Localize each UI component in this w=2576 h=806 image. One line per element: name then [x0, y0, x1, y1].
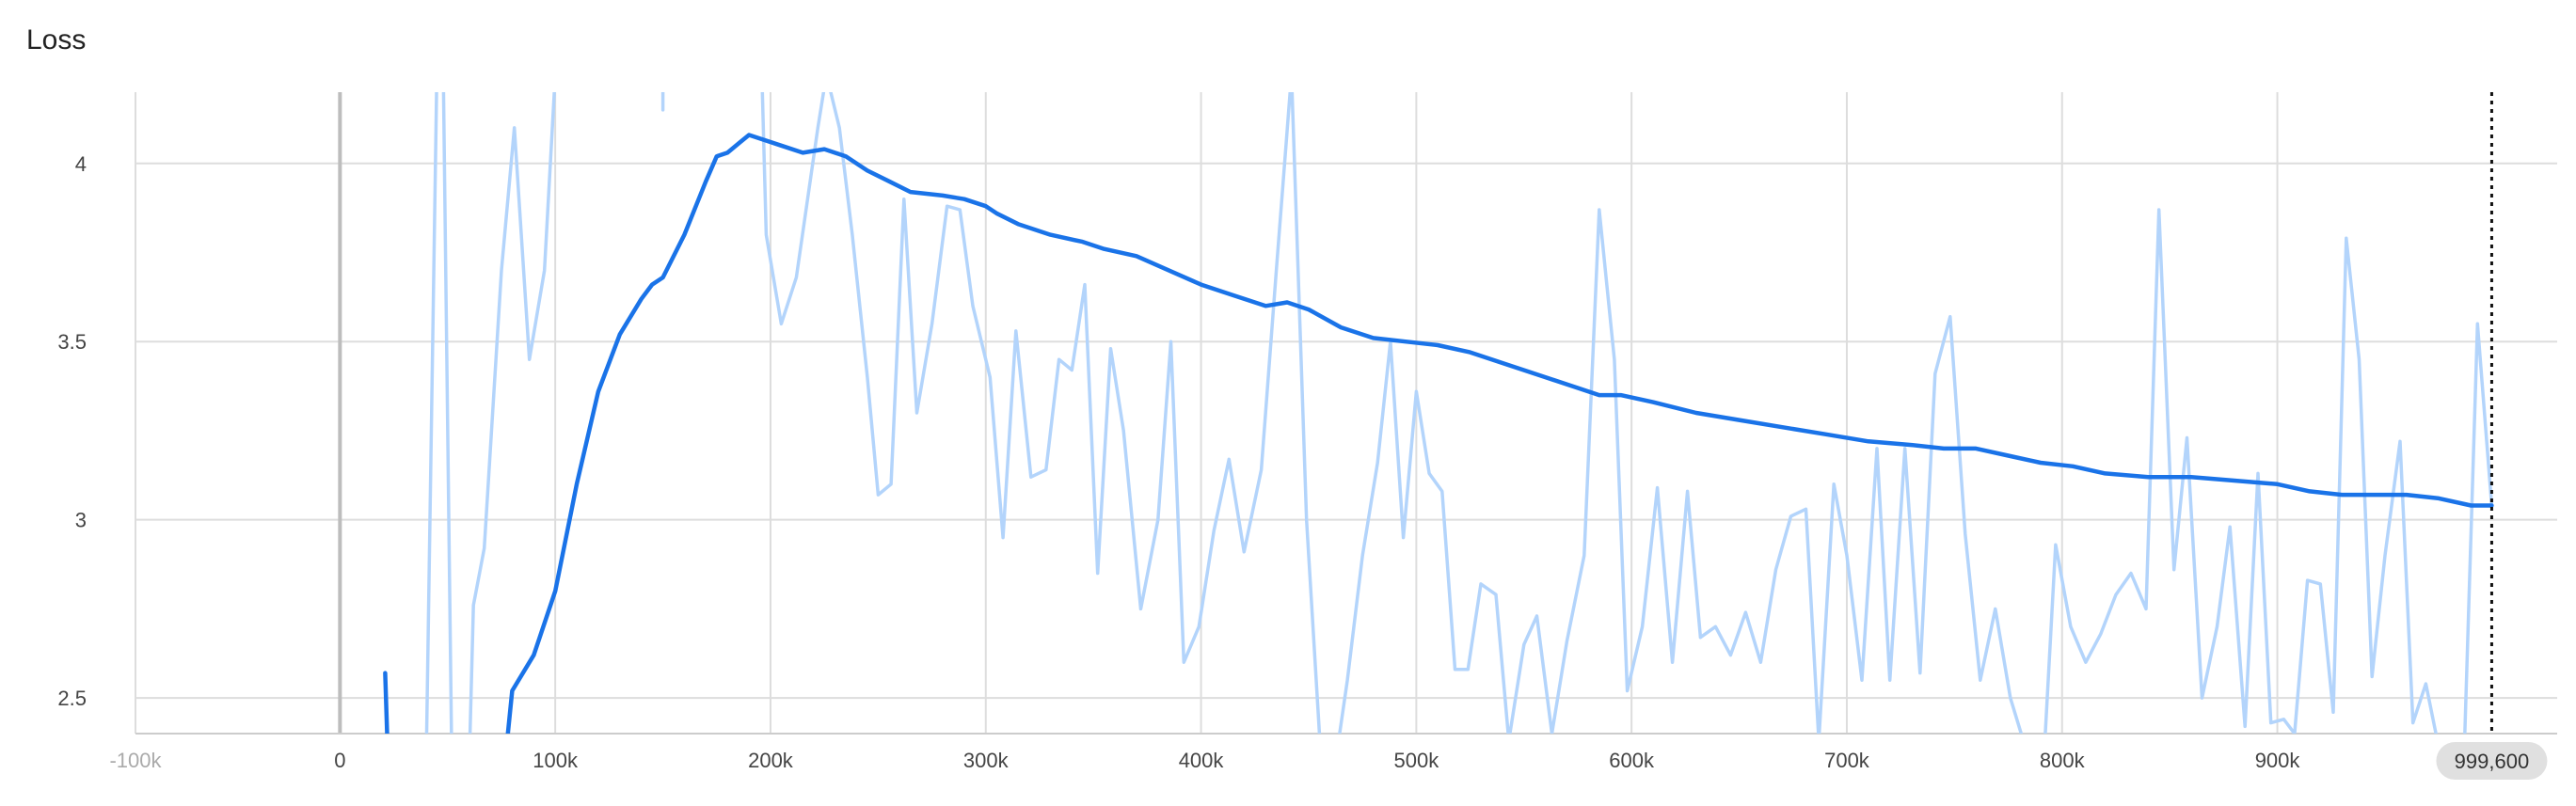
cursor-badge-label: 999,600 [2455, 750, 2530, 773]
x-tick-label-600k: 600k [1609, 749, 1655, 772]
smoothed-series-start [383, 671, 390, 734]
x-tick-label-900k: 900k [2255, 749, 2301, 772]
x-tick-label-300k: 300k [963, 749, 1010, 772]
raw-series-segment-0 [424, 92, 453, 734]
raw-series-segment-5 [2043, 208, 2438, 734]
x-tick-label-500k: 500k [1394, 749, 1440, 772]
x-tick-label-200k: 200k [748, 749, 794, 772]
chart-title: Loss [26, 24, 86, 55]
raw-series-segment-3 [760, 92, 1322, 734]
x-tick-label-700k: 700k [1824, 749, 1870, 772]
x-tick-label-400k: 400k [1179, 749, 1225, 772]
x-tick-label-800k: 800k [2040, 749, 2086, 772]
y-tick-label-4: 4 [75, 152, 87, 176]
y-tick-label-3.5: 3.5 [57, 330, 87, 354]
raw-series-segment-6 [2463, 322, 2494, 734]
raw-series-segment-1 [468, 92, 556, 734]
x-tick-label-0: 0 [334, 749, 345, 772]
raw-series-segment-4 [1338, 208, 2024, 734]
cursor-badge [2436, 742, 2548, 780]
x-tick-label--100k: -100k [109, 749, 162, 772]
y-tick-label-2.5: 2.5 [57, 687, 87, 710]
x-tick-label-100k: 100k [533, 749, 579, 772]
y-tick-label-3: 3 [75, 509, 87, 532]
smoothed-series-line [505, 133, 2494, 734]
